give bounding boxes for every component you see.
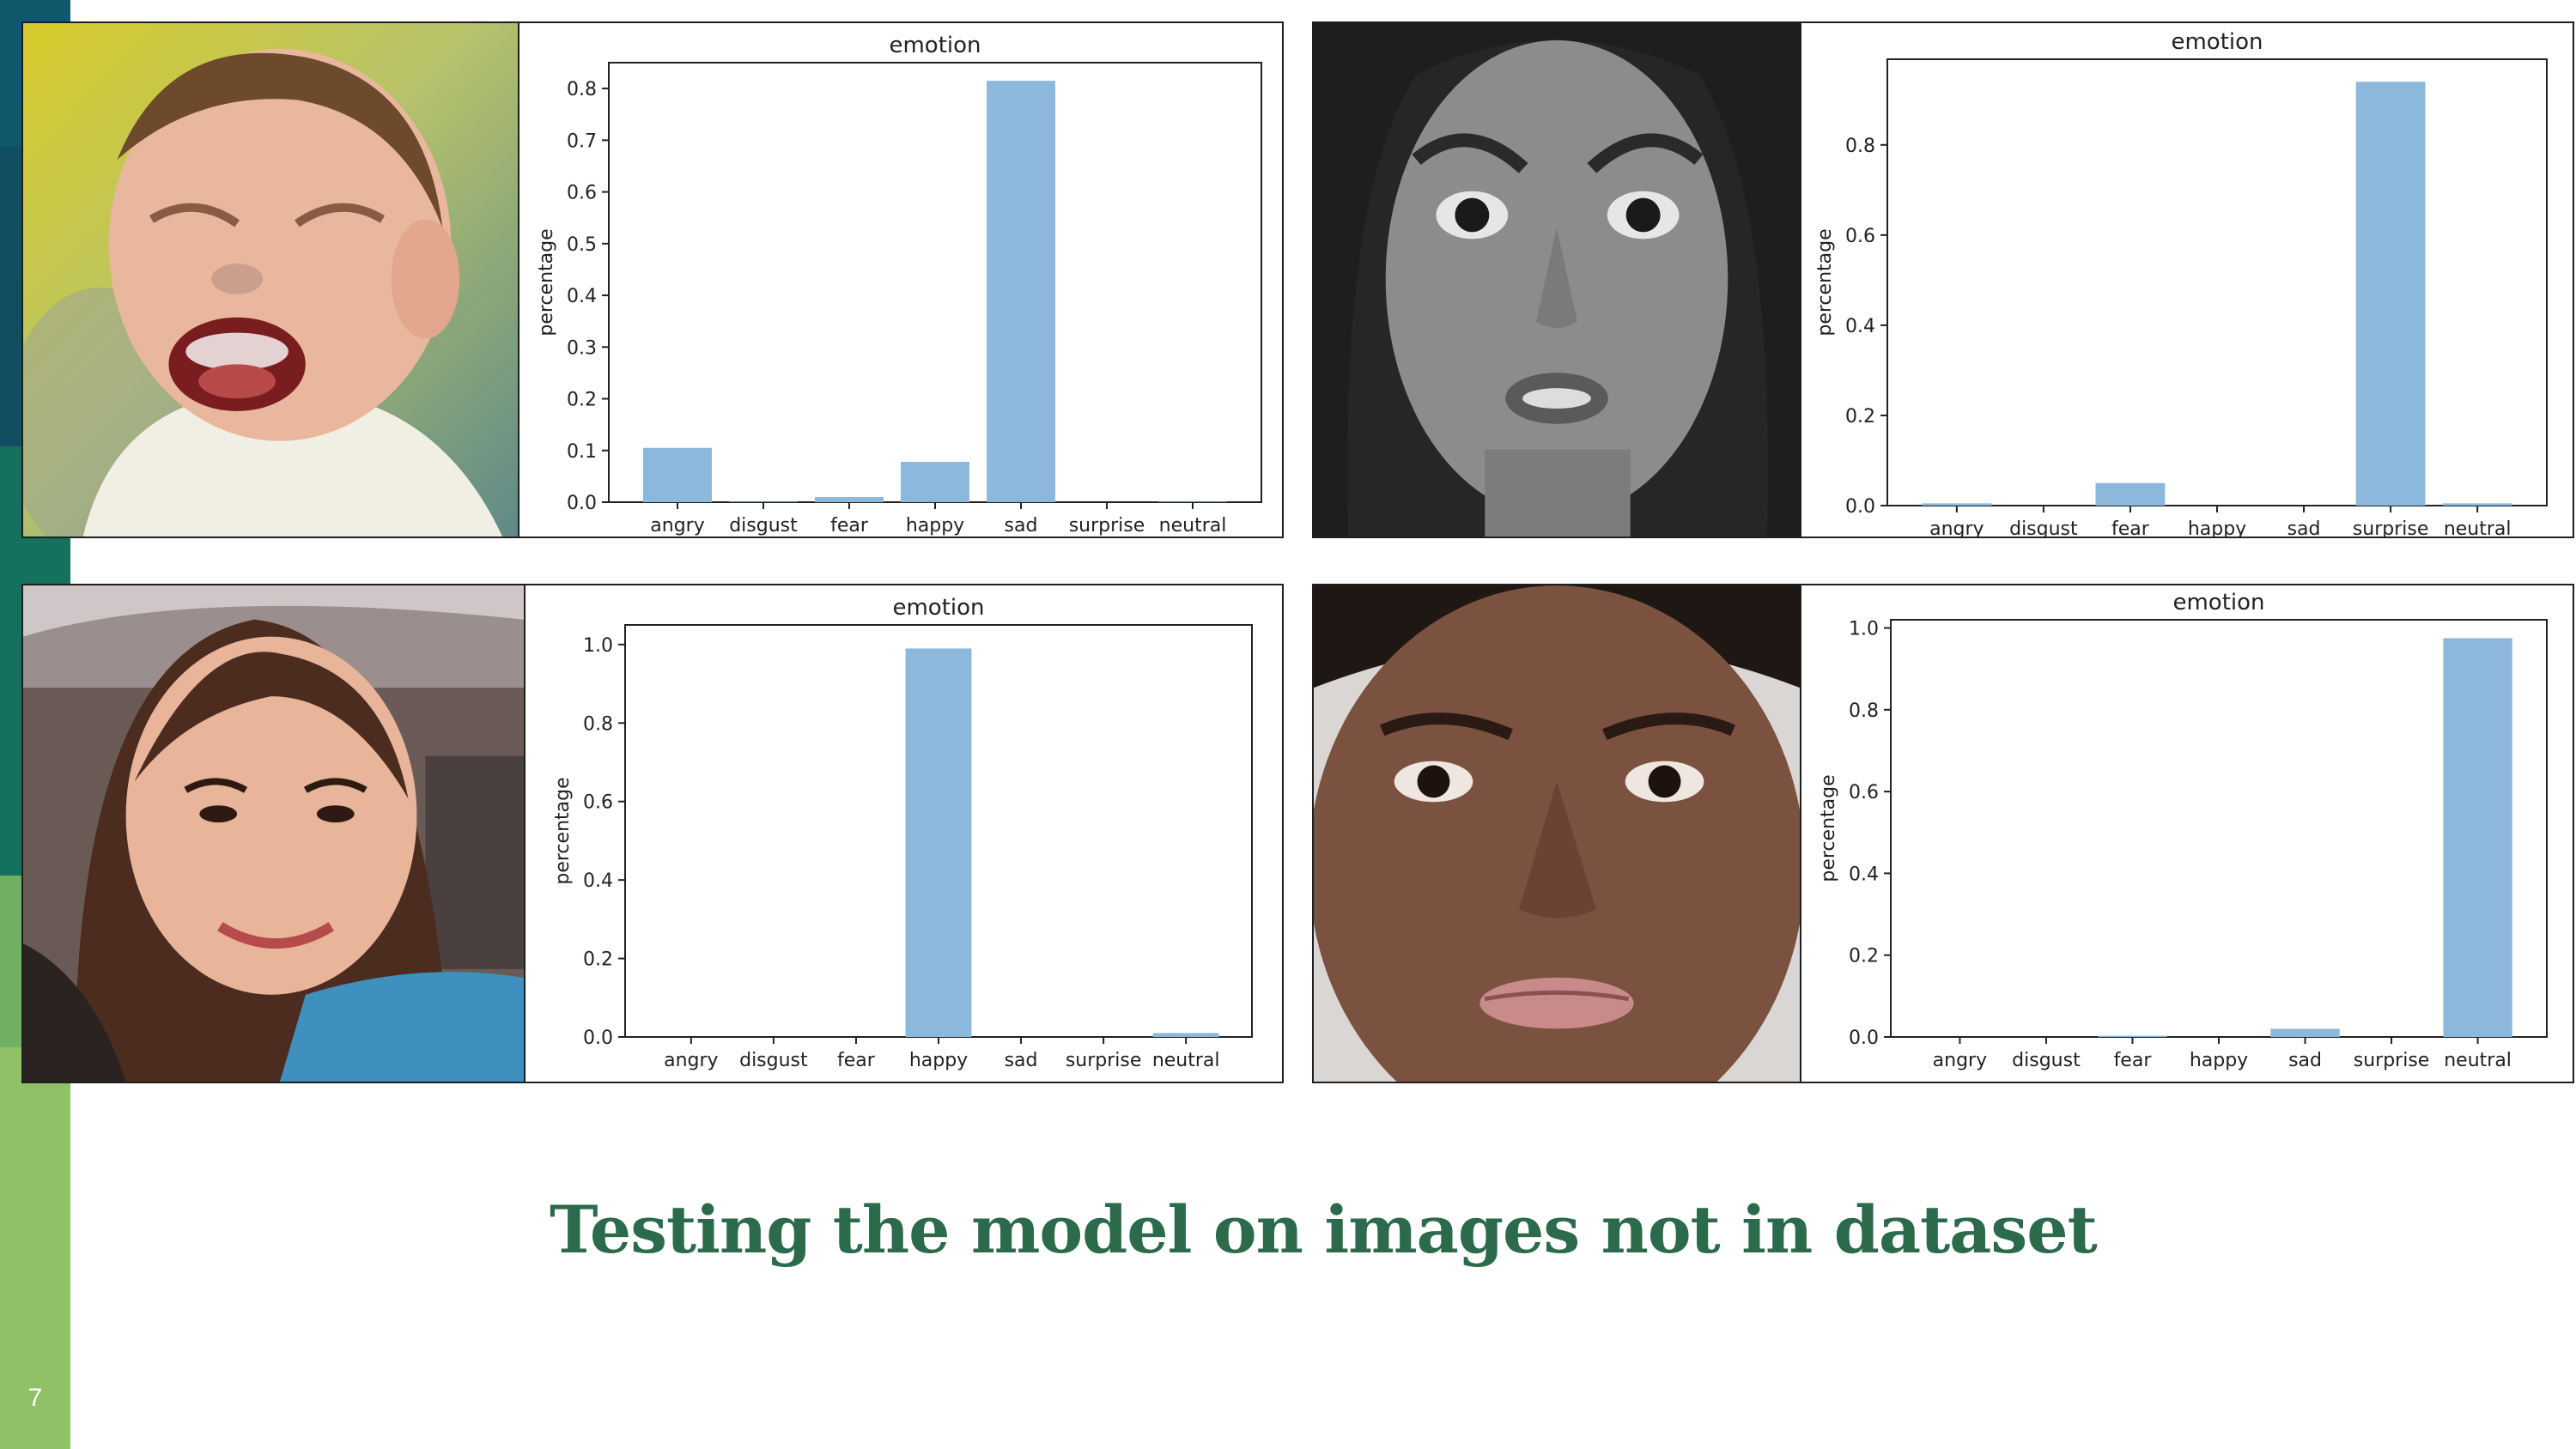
x-tick-label: neutral: [1152, 1050, 1220, 1071]
x-tick-label: neutral: [1159, 515, 1227, 537]
result-panel-1: emotion 0.0 0.1 0.2 0.3 0.4 0.5 0.6 0.7 0.8 percen…: [21, 21, 1284, 538]
chart-title: emotion: [889, 33, 981, 58]
result-panel-4: emotion 0.0 0.2 0.4 0.6 0.8 1.0 percentage angry…: [1312, 584, 2574, 1083]
chart-svg: emotion 0.0 0.2 0.4 0.6 0.8 1.0 percentage angry…: [1818, 590, 2548, 1071]
axes-frame: [608, 62, 1262, 503]
x-tick-label: sad: [2288, 1050, 2322, 1071]
y-tick-label: 0.0: [583, 1028, 613, 1049]
x-tick-label: sad: [2287, 518, 2321, 537]
smiling-woman-photo: [23, 585, 526, 1082]
y-tick-label: 0.4: [567, 286, 597, 307]
x-tick-label: disgust: [739, 1050, 808, 1071]
x-tick-label: angry: [650, 515, 704, 537]
y-tick-label: 0.2: [1849, 946, 1879, 967]
y-tick-label: 1.0: [583, 635, 613, 657]
x-tick-label: happy: [909, 1050, 968, 1071]
x-tick-label: surprise: [2353, 518, 2429, 537]
x-tick-label: happy: [906, 515, 964, 537]
x-tick-label: angry: [1929, 518, 1984, 537]
bar-sad: [2270, 1028, 2340, 1037]
chart-svg: emotion 0.0 0.2 0.4 0.6 0.8 percentage angry dis…: [1814, 29, 2548, 537]
y-tick-label: 0.0: [1849, 1028, 1879, 1049]
x-tick-label: surprise: [1066, 1050, 1142, 1071]
bar-happy: [905, 648, 972, 1037]
bar-sad: [987, 81, 1055, 503]
x-tick-label: disgust: [729, 515, 798, 537]
y-tick-label: 0.2: [567, 390, 597, 411]
x-tick-label: fear: [2114, 1050, 2153, 1071]
chart-title: emotion: [2172, 590, 2264, 615]
x-tick-label: neutral: [2444, 1050, 2512, 1071]
x-tick-label: happy: [2188, 518, 2246, 537]
y-axis-label: percentage: [1814, 228, 1836, 336]
surprised-woman-photo: [1314, 23, 1801, 537]
slide-title: Testing the model on images not in datas…: [550, 1191, 2098, 1268]
x-tick-label: surprise: [1069, 515, 1145, 537]
y-tick-label: 0.2: [1845, 406, 1875, 427]
sidebar-segment: [0, 1047, 70, 1449]
x-tick-label: disgust: [2009, 518, 2078, 537]
y-tick-label: 0.4: [1845, 316, 1875, 337]
bar-happy: [901, 462, 969, 502]
y-tick-label: 0.4: [583, 870, 613, 892]
y-tick-label: 0.8: [1849, 700, 1879, 722]
y-tick-label: 0.1: [567, 441, 597, 463]
bar-surprise: [2355, 82, 2426, 506]
chart-svg: emotion 0.0 0.2 0.4 0.6 0.8 1.0 percentage angry…: [552, 595, 1253, 1071]
y-tick-label: 0.0: [567, 493, 597, 514]
y-tick-label: 1.0: [1849, 619, 1879, 640]
x-tick-label: sad: [1005, 1050, 1038, 1071]
bar-fear: [815, 496, 884, 502]
chart-2: emotion 0.0 0.2 0.4 0.6 0.8 percentage angry dis…: [1801, 23, 2573, 537]
y-tick-label: 0.6: [1849, 782, 1879, 803]
x-tick-label: fear: [837, 1050, 876, 1071]
page-number: 7: [27, 1384, 43, 1412]
bar-neutral: [2442, 503, 2512, 506]
x-tick-label: fear: [830, 515, 869, 537]
y-tick-label: 0.8: [583, 713, 613, 735]
chart-3: emotion 0.0 0.2 0.4 0.6 0.8 1.0 percentage angry…: [526, 585, 1282, 1082]
x-tick-label: angry: [1933, 1050, 1987, 1071]
y-axis-label: percentage: [536, 228, 557, 336]
result-panel-3: emotion 0.0 0.2 0.4 0.6 0.8 1.0 percentage angry…: [21, 584, 1284, 1083]
y-tick-label: 0.8: [1845, 136, 1875, 157]
y-tick-label: 0.5: [567, 234, 597, 256]
crying-baby-photo: [23, 23, 519, 537]
chart-svg: emotion 0.0 0.1 0.2 0.3 0.4 0.5 0.6 0.7 0.8 percen…: [536, 33, 1262, 537]
y-tick-label: 0.6: [567, 183, 597, 204]
y-tick-label: 0.2: [583, 949, 613, 971]
y-axis-label: percentage: [552, 777, 574, 884]
y-tick-label: 0.6: [1845, 226, 1875, 247]
bar-fear: [2098, 1035, 2167, 1037]
x-tick-label: neutral: [2444, 518, 2512, 537]
y-tick-label: 0.0: [1845, 496, 1875, 518]
y-tick-label: 0.7: [567, 130, 597, 152]
y-tick-label: 0.6: [583, 792, 613, 814]
x-tick-label: disgust: [2012, 1050, 2081, 1071]
chart-4: emotion 0.0 0.2 0.4 0.6 0.8 1.0 percentage angry…: [1801, 585, 2573, 1082]
bar-disgust: [729, 501, 798, 502]
chart-1: emotion 0.0 0.1 0.2 0.3 0.4 0.5 0.6 0.7 0.8 percen…: [519, 23, 1282, 537]
y-tick-label: 0.8: [567, 79, 597, 100]
y-tick-label: 0.3: [567, 337, 597, 359]
y-axis-label: percentage: [1818, 774, 1839, 882]
bar-neutral: [1152, 1033, 1219, 1037]
chart-title: emotion: [892, 595, 984, 621]
bar-neutral: [1158, 501, 1227, 502]
y-tick-label: 0.4: [1849, 864, 1879, 885]
bar-angry: [643, 447, 712, 502]
neutral-woman-photo: [1314, 585, 1801, 1082]
x-tick-label: happy: [2190, 1050, 2248, 1071]
x-tick-label: fear: [2111, 518, 2150, 537]
x-tick-label: angry: [664, 1050, 718, 1071]
result-panel-2: emotion 0.0 0.2 0.4 0.6 0.8 percentage angry dis…: [1312, 21, 2574, 538]
axes-frame: [1886, 58, 2548, 506]
bar-fear: [2095, 482, 2166, 506]
x-tick-label: surprise: [2354, 1050, 2430, 1071]
chart-title: emotion: [2171, 29, 2263, 55]
bar-angry: [1922, 503, 1992, 506]
x-tick-label: sad: [1005, 515, 1038, 537]
bar-neutral: [2443, 638, 2512, 1037]
